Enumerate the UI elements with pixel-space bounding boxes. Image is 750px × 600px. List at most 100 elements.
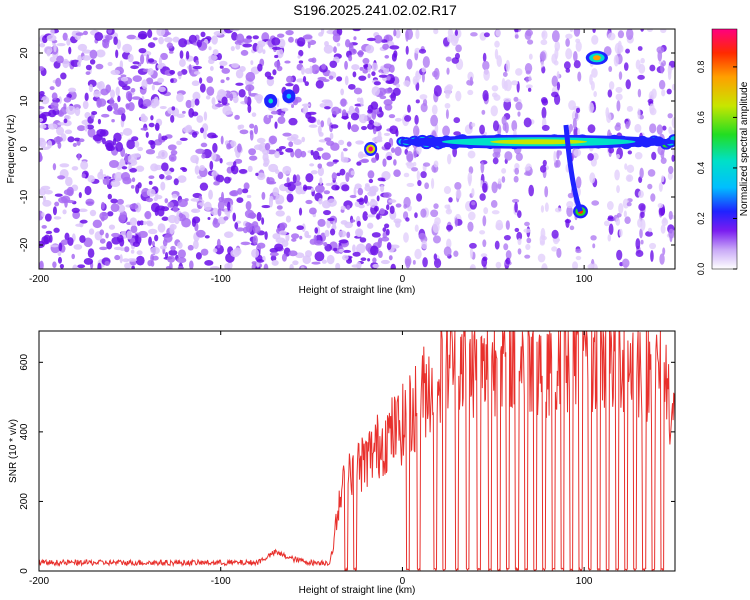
spectrogram-speckle <box>322 78 330 82</box>
spectrogram-speckle <box>177 241 183 249</box>
spectrogram-streak <box>480 161 485 174</box>
spectrogram-streak <box>514 34 519 39</box>
spectrogram-streak <box>517 238 522 246</box>
spectrogram-speckle <box>167 255 176 263</box>
spectrogram-speckle <box>160 135 168 141</box>
spectrogram-speckle <box>43 234 51 245</box>
spectrogram-speckle <box>256 172 266 181</box>
spectrogram-streak <box>470 32 478 37</box>
spectrogram-streak <box>430 209 439 218</box>
spectrogram-speckle <box>199 83 206 93</box>
spectrogram-speckle <box>285 233 290 242</box>
spectrogram-speckle <box>367 258 371 262</box>
spectrogram-speckle <box>363 64 369 68</box>
spectrogram-speckle <box>329 60 338 68</box>
spectrogram-streak <box>414 224 419 232</box>
spectrogram-streak <box>419 94 428 100</box>
spectrogram-speckle <box>108 224 116 230</box>
spectrogram-streak <box>591 200 600 206</box>
spectrogram-streak <box>617 30 625 39</box>
spectrogram-streak <box>415 99 420 104</box>
spectrogram-streak <box>626 164 635 174</box>
spectrogram-speckle <box>67 136 75 143</box>
spectrogram-speckle <box>190 154 200 164</box>
spectrogram-speckle <box>321 152 331 161</box>
spectrogram-speckle <box>56 55 64 64</box>
spectrogram-speckle <box>373 139 383 143</box>
spectrogram-speckle <box>336 42 341 47</box>
spectrogram-speckle <box>129 203 139 210</box>
spectrogram-feature-peak <box>490 139 588 145</box>
spectrogram-streak <box>524 30 532 41</box>
spectrogram-speckle <box>394 146 402 157</box>
spectrogram-speckle <box>281 240 289 247</box>
spectrogram-speckle <box>241 188 249 194</box>
spectrogram-speckle <box>211 152 217 161</box>
spectrogram-speckle <box>390 92 396 102</box>
spectrogram-speckle <box>79 235 86 243</box>
spectrogram-speckle <box>253 144 263 151</box>
spectrogram-speckle <box>170 115 175 123</box>
spectrogram-speckle <box>382 227 387 233</box>
spectrogram-streak <box>451 57 460 64</box>
spectrogram-speckle <box>40 185 51 191</box>
spectrogram-speckle <box>120 247 125 252</box>
spectrogram-speckle <box>115 49 119 59</box>
spectrogram-streak <box>608 66 613 73</box>
spectrogram-speckle <box>373 205 379 212</box>
spectrogram-speckle <box>154 234 159 242</box>
spectrogram-streak <box>666 88 672 95</box>
spectrogram-speckle <box>85 124 95 130</box>
spectrogram-speckle <box>257 63 263 72</box>
spectrogram-streak <box>490 105 498 117</box>
spectrogram-streak <box>514 201 518 213</box>
spectrogram-speckle <box>89 59 96 65</box>
spectrogram-streak <box>608 81 615 90</box>
spectrogram-speckle <box>191 111 199 117</box>
spectrogram-streak <box>505 220 510 230</box>
spectrogram-speckle <box>330 124 339 129</box>
spectrogram-streak <box>575 255 582 261</box>
spectrogram-speckle <box>234 158 243 164</box>
spectrogram-streak <box>660 175 665 183</box>
spectrogram-speckle <box>316 119 321 126</box>
spectrogram-streak <box>577 71 582 82</box>
spectrogram-streak <box>624 163 628 170</box>
spectrogram-streak <box>445 84 453 91</box>
spectrogram-speckle <box>303 186 314 190</box>
spectrogram-streak <box>433 160 439 168</box>
spectrogram-speckle <box>141 79 148 90</box>
spectrogram-streak <box>480 253 488 258</box>
spectrogram-speckle <box>199 182 209 191</box>
spectrogram-speckle <box>314 251 325 262</box>
spectrogram-speckle <box>393 29 397 37</box>
spectrogram-speckle <box>251 248 260 258</box>
spectrogram-streak <box>544 186 549 198</box>
spectrogram-speckle <box>367 109 373 114</box>
spectrogram-speckle <box>385 228 390 236</box>
spectrogram-speckle <box>107 193 112 200</box>
spectrogram-speckle <box>96 82 102 89</box>
spectrogram-streak <box>575 41 582 52</box>
spectrogram-speckle <box>62 32 68 41</box>
spectrogram-speckle <box>147 58 155 63</box>
spectrogram-speckle <box>327 198 337 207</box>
spectrogram-speckle <box>110 203 120 212</box>
spectrogram-speckle <box>380 185 385 193</box>
spectrogram-streak <box>482 60 490 71</box>
snr-series-line <box>39 331 675 571</box>
spectrogram-speckle <box>342 147 348 152</box>
spectrogram-speckle <box>249 131 254 141</box>
spectrogram-streak <box>551 30 560 43</box>
spectrogram-speckle <box>73 137 81 142</box>
spectrogram-speckle <box>393 169 401 178</box>
spectrogram-streak <box>528 75 532 82</box>
spectrogram-streak <box>515 152 523 162</box>
spectrogram-speckle <box>316 147 324 152</box>
spectrogram-streak <box>420 171 427 179</box>
spectrogram-speckle <box>176 140 182 146</box>
spectrogram-speckle <box>345 172 350 183</box>
spectrogram-speckle <box>304 81 309 87</box>
spectrogram-speckle <box>209 160 214 171</box>
